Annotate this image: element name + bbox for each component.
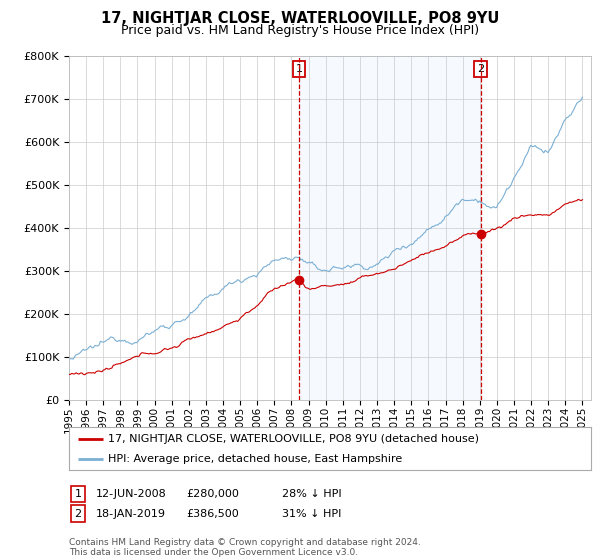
Text: 1: 1: [74, 489, 82, 499]
Text: 31% ↓ HPI: 31% ↓ HPI: [282, 508, 341, 519]
Text: 1: 1: [296, 64, 302, 74]
Text: 28% ↓ HPI: 28% ↓ HPI: [282, 489, 341, 499]
Text: 18-JAN-2019: 18-JAN-2019: [96, 508, 166, 519]
Text: Price paid vs. HM Land Registry's House Price Index (HPI): Price paid vs. HM Land Registry's House …: [121, 24, 479, 36]
Bar: [299, 56, 481, 400]
Text: 17, NIGHTJAR CLOSE, WATERLOOVILLE, PO8 9YU: 17, NIGHTJAR CLOSE, WATERLOOVILLE, PO8 9…: [101, 11, 499, 26]
Text: £280,000: £280,000: [186, 489, 239, 499]
Text: 2: 2: [74, 508, 82, 519]
Text: £386,500: £386,500: [186, 508, 239, 519]
Text: Contains HM Land Registry data © Crown copyright and database right 2024.
This d: Contains HM Land Registry data © Crown c…: [69, 538, 421, 557]
Text: 2: 2: [477, 64, 484, 74]
Text: HPI: Average price, detached house, East Hampshire: HPI: Average price, detached house, East…: [108, 454, 403, 464]
Text: 17, NIGHTJAR CLOSE, WATERLOOVILLE, PO8 9YU (detached house): 17, NIGHTJAR CLOSE, WATERLOOVILLE, PO8 9…: [108, 433, 479, 444]
Text: 12-JUN-2008: 12-JUN-2008: [96, 489, 167, 499]
